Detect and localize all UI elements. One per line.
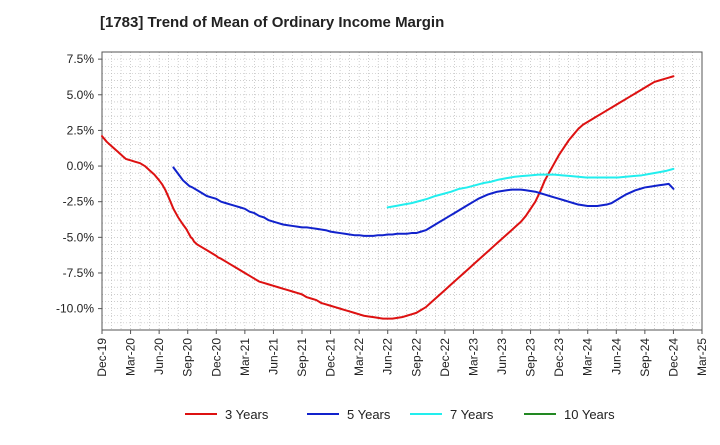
x-tick-label: Dec-24 bbox=[666, 338, 680, 377]
x-tick-label: Dec-23 bbox=[552, 338, 566, 377]
y-tick-label: -5.0% bbox=[63, 230, 95, 244]
x-tick-label: Dec-19 bbox=[95, 338, 109, 377]
legend-label-3-years: 3 Years bbox=[225, 407, 269, 422]
y-tick-label: 7.5% bbox=[67, 52, 95, 66]
x-tick-label: Jun-22 bbox=[381, 338, 395, 375]
x-tick-label: Dec-20 bbox=[209, 338, 223, 377]
x-tick-label: Sep-21 bbox=[295, 338, 309, 377]
legend-label-7-years: 7 Years bbox=[450, 407, 494, 422]
x-tick-label: Mar-24 bbox=[581, 338, 595, 376]
x-tick-label: Mar-23 bbox=[466, 338, 480, 376]
series-line-5-years bbox=[172, 166, 675, 237]
series-line-3-years bbox=[101, 75, 675, 320]
x-tick-label: Jun-21 bbox=[266, 338, 280, 375]
legend-label-5-years: 5 Years bbox=[347, 407, 391, 422]
x-tick-label: Mar-25 bbox=[695, 338, 709, 376]
x-tick-label: Sep-23 bbox=[524, 338, 538, 377]
y-tick-label: -10.0% bbox=[56, 302, 94, 316]
x-tick-label: Jun-20 bbox=[152, 338, 166, 375]
x-tick-label: Mar-20 bbox=[124, 338, 138, 376]
y-tick-label: -7.5% bbox=[63, 266, 95, 280]
x-tick-label: Mar-22 bbox=[352, 338, 366, 376]
x-tick-label: Dec-22 bbox=[438, 338, 452, 377]
series-line-7-years bbox=[386, 167, 675, 209]
y-tick-label: -2.5% bbox=[63, 195, 95, 209]
plot-frame bbox=[101, 51, 703, 331]
x-tick-label: Jun-24 bbox=[609, 338, 623, 375]
x-tick-label: Dec-21 bbox=[324, 338, 338, 377]
x-tick-label: Sep-20 bbox=[181, 338, 195, 377]
x-tick-label: Mar-21 bbox=[238, 338, 252, 376]
x-tick-label: Jun-23 bbox=[495, 338, 509, 375]
legend-label-10-years: 10 Years bbox=[564, 407, 615, 422]
y-tick-label: 5.0% bbox=[67, 88, 95, 102]
plot-area bbox=[102, 52, 702, 330]
x-tick-label: Sep-24 bbox=[638, 338, 652, 377]
y-tick-label: 0.0% bbox=[67, 159, 95, 173]
chart-title: [1783] Trend of Mean of Ordinary Income … bbox=[100, 14, 445, 31]
x-tick-label: Sep-22 bbox=[409, 338, 423, 377]
y-tick-label: 2.5% bbox=[67, 123, 95, 137]
